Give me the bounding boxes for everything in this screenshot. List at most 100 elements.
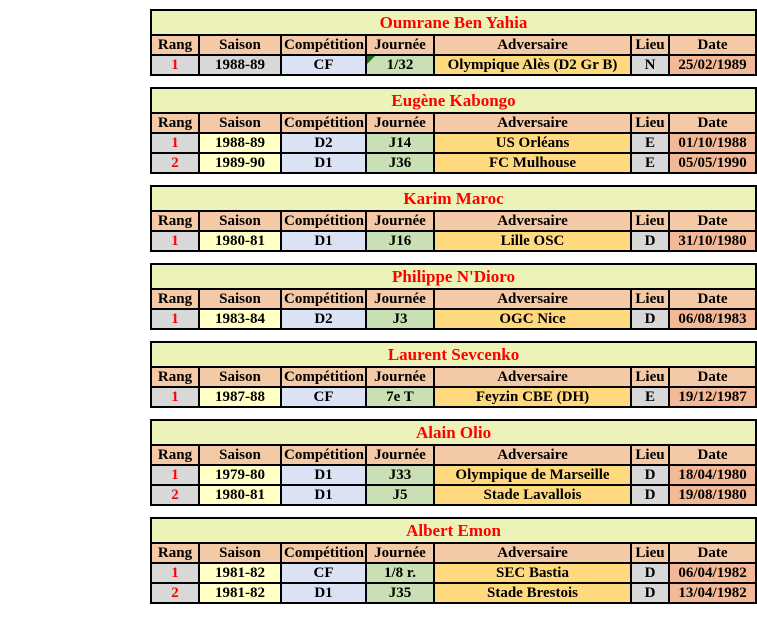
cell-adversaire: Olympique Alès (D2 Gr B): [433, 54, 632, 76]
column-header-date: Date: [668, 34, 757, 56]
cell-journee: J3: [365, 308, 435, 330]
column-header-competition: Compétition: [280, 444, 367, 466]
player-table: Albert Emon Rang Saison Compétition Jour…: [149, 517, 757, 604]
cell-lieu: D: [630, 230, 670, 252]
cell-lieu: D: [630, 464, 670, 486]
cell-adversaire: US Orléans: [433, 132, 632, 154]
cell-saison: 1988-89: [198, 132, 282, 154]
column-header-lieu: Lieu: [630, 366, 670, 388]
cell-competition: CF: [280, 386, 367, 408]
column-header-journee: Journée: [365, 210, 435, 232]
cell-rang: 2: [150, 582, 200, 604]
column-header-rang: Rang: [150, 210, 200, 232]
column-header-rang: Rang: [150, 444, 200, 466]
column-header-saison: Saison: [198, 112, 282, 134]
comment-marker-icon: [368, 57, 375, 64]
player-table: Karim Maroc Rang Saison Compétition Jour…: [149, 185, 757, 252]
column-header-rang: Rang: [150, 34, 200, 56]
cell-date: 06/04/1982: [667, 562, 757, 584]
player-name: Albert Emon: [149, 517, 757, 544]
table-row: 1 1979-80 D1 J33 Olympique de Marseille …: [150, 464, 757, 486]
cell-journee: 7e T: [365, 386, 435, 408]
cell-journee-label: 1/8 r.: [384, 564, 416, 581]
column-header-adversaire: Adversaire: [433, 34, 632, 56]
column-header-journee: Journée: [365, 444, 435, 466]
column-header-date: Date: [667, 112, 757, 134]
cell-journee-label: J36: [388, 154, 412, 171]
column-header-lieu: Lieu: [630, 34, 670, 56]
player-table: Laurent Sevcenko Rang Saison Compétition…: [149, 341, 757, 408]
cell-saison: 1989-90: [198, 152, 282, 174]
player-table: Alain Olio Rang Saison Compétition Journ…: [149, 419, 757, 506]
player-table: Oumrane Ben Yahia Rang Saison Compétitio…: [150, 9, 757, 76]
column-header-rang: Rang: [150, 112, 200, 134]
table-row: 1 1980-81 D1 J16 Lille OSC D 31/10/1980: [150, 230, 757, 252]
cell-lieu: E: [630, 152, 670, 174]
column-header-adversaire: Adversaire: [433, 542, 632, 564]
column-header-journee: Journée: [365, 366, 435, 388]
cell-rang: 1: [150, 386, 200, 408]
cell-journee-label: J16: [388, 232, 412, 249]
cell-rang: 1: [150, 230, 200, 252]
cell-saison: 1983-84: [198, 308, 282, 330]
cell-adversaire: Feyzin CBE (DH): [433, 386, 632, 408]
cell-saison: 1981-82: [198, 562, 282, 584]
cell-rang: 1: [150, 562, 200, 584]
column-header-lieu: Lieu: [630, 444, 670, 466]
column-header-date: Date: [667, 542, 757, 564]
cell-saison: 1988-89: [198, 54, 282, 76]
cell-journee-label: J5: [392, 486, 408, 503]
cell-rang: 2: [150, 152, 200, 174]
player-title-row: Oumrane Ben Yahia: [150, 9, 757, 36]
player-title-row: Alain Olio: [149, 419, 757, 446]
player-table: Philippe N'Dioro Rang Saison Compétition…: [150, 263, 757, 330]
column-header-competition: Compétition: [280, 542, 367, 564]
cell-date: 25/02/1989: [668, 54, 757, 76]
player-name: Eugène Kabongo: [149, 87, 757, 114]
cell-saison: 1979-80: [198, 464, 282, 486]
table-row: 1 1988-89 CF 1/32 Olympique Alès (D2 Gr …: [150, 54, 757, 76]
cell-journee-label: J14: [388, 134, 412, 151]
cell-saison: 1981-82: [198, 582, 282, 604]
cell-date: 13/04/1982: [667, 582, 757, 604]
cell-competition: CF: [280, 54, 367, 76]
player-name: Philippe N'Dioro: [150, 263, 757, 290]
column-header-competition: Compétition: [280, 210, 367, 232]
column-header-row: Rang Saison Compétition Journée Adversai…: [150, 288, 757, 310]
cell-journee-label: 7e T: [386, 388, 414, 405]
column-header-saison: Saison: [198, 366, 282, 388]
player-title-row: Eugène Kabongo: [149, 87, 757, 114]
column-header-journee: Journée: [365, 112, 435, 134]
column-header-rang: Rang: [150, 542, 200, 564]
player-name: Alain Olio: [149, 419, 757, 446]
column-header-rang: Rang: [150, 366, 200, 388]
cell-lieu: D: [630, 582, 670, 604]
table-row: 1 1983-84 D2 J3 OGC Nice D 06/08/1983: [150, 308, 757, 330]
cell-rang: 2: [150, 484, 200, 506]
column-header-competition: Compétition: [280, 288, 367, 310]
player-name: Karim Maroc: [149, 185, 757, 212]
player-title-row: Philippe N'Dioro: [150, 263, 757, 290]
column-header-adversaire: Adversaire: [433, 288, 632, 310]
player-name: Oumrane Ben Yahia: [150, 9, 757, 36]
cell-rang: 1: [150, 308, 200, 330]
cell-date: 19/08/1980: [667, 484, 757, 506]
column-header-saison: Saison: [198, 210, 282, 232]
player-title-row: Laurent Sevcenko: [149, 341, 757, 368]
cell-lieu: N: [630, 54, 670, 76]
cell-competition: CF: [280, 562, 367, 584]
cell-rang: 1: [150, 464, 200, 486]
cell-journee: J36: [365, 152, 435, 174]
cell-adversaire: Lille OSC: [433, 230, 632, 252]
cell-lieu: E: [630, 132, 670, 154]
cell-journee: J16: [365, 230, 435, 252]
column-header-journee: Journée: [365, 542, 435, 564]
cell-lieu: D: [630, 308, 670, 330]
cell-adversaire: OGC Nice: [433, 308, 632, 330]
table-row: 1 1987-88 CF 7e T Feyzin CBE (DH) E 19/1…: [150, 386, 757, 408]
cell-competition: D1: [280, 582, 367, 604]
column-header-row: Rang Saison Compétition Journée Adversai…: [150, 444, 757, 466]
cell-journee: J14: [365, 132, 435, 154]
cell-competition: D2: [280, 132, 367, 154]
cell-journee-label: J35: [388, 584, 412, 601]
